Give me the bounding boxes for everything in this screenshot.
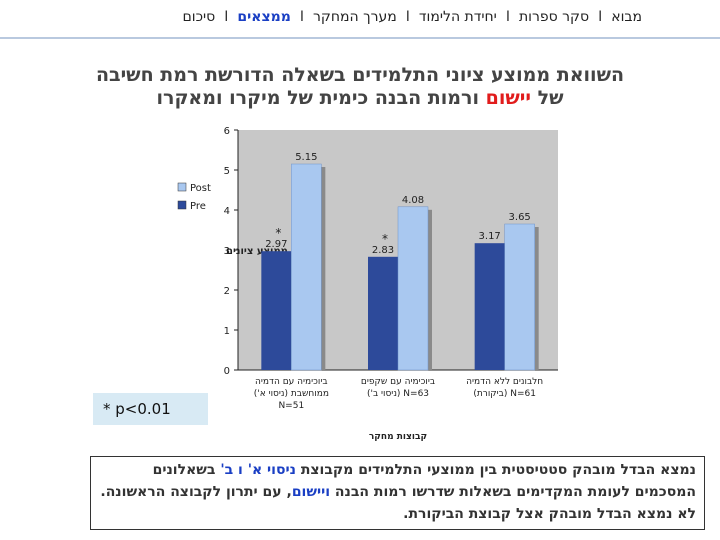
summary-text-2: בשאלונים המסכמים לעומת המקדימים בשאלות ש… (152, 462, 696, 500)
significance-note: * p<0.01 (93, 393, 208, 425)
nav-learning-unit[interactable]: יחידת הלימוד (418, 9, 497, 25)
category-label: N=61 (ביקורת) (473, 389, 536, 399)
bar-pre (368, 256, 398, 370)
title-line-2-prefix: של (530, 87, 564, 109)
category-label: ביוכימיה עם הדמיה (255, 377, 328, 387)
navigation-bar: מבואIסקר ספרותIיחידת הלימודIמערך המחקרIמ… (0, 0, 720, 36)
title-line-1: השוואת ממוצע ציוני התלמידים בשאלה הדורשת… (95, 64, 625, 86)
summary-groups: ניסוי א' ו ב' (220, 462, 296, 478)
nav-menu: מבואIסקר ספרותIיחידת הלימודIמערך המחקרIמ… (183, 9, 643, 25)
data-label-pre: 2.83 (372, 245, 394, 256)
title-highlight-application: יישום (485, 87, 531, 109)
nav-separator: I (505, 9, 510, 25)
data-label-pre: 3.17 (479, 231, 501, 242)
category-label: ביוכימיה עם שקפים (361, 377, 435, 387)
y-tick-label: 0 (224, 366, 230, 377)
x-axis-title: קבוצות מחקר (369, 432, 427, 442)
significance-marker: * (382, 232, 388, 246)
y-tick-label: 4 (224, 206, 230, 217)
category-label: N=51 (278, 401, 304, 411)
nav-literature-review[interactable]: סקר ספרות (518, 9, 590, 25)
y-tick-label: 5 (224, 166, 230, 177)
y-tick-label: 1 (224, 326, 230, 337)
y-axis-title: ממוצע ציונים (226, 246, 288, 257)
category-label: חלבונים ללא הדמיה (466, 377, 543, 387)
data-label-post: 3.65 (509, 212, 531, 223)
title-line-2-suffix: ורמות הבנה כימית של מיקרו ומאקרו (156, 87, 486, 109)
y-tick-label: 6 (224, 126, 230, 137)
nav-summary[interactable]: סיכום (182, 9, 216, 25)
bar-post (504, 223, 535, 371)
summary-box: נמצא הבדל מובהק סטטיסטית בין ממוצעי התלמ… (90, 456, 705, 530)
summary-application: ויישום (291, 484, 331, 500)
bar-post (397, 206, 429, 371)
summary-text-3: , עם יתרון לקבוצה הראשונה. לא נמצא הבדל … (100, 484, 696, 522)
data-label-post: 5.15 (295, 152, 317, 163)
significance-marker: * (275, 226, 281, 240)
data-label-post: 4.08 (402, 195, 424, 206)
nav-separator: I (405, 9, 410, 25)
bar-pre (474, 243, 505, 370)
nav-findings[interactable]: ממצאים (237, 9, 291, 25)
data-label-pre: 2.97 (265, 239, 287, 250)
nav-research-design[interactable]: מערך המחקר (312, 9, 397, 25)
category-label: N=63 (ניסוי ב') (367, 389, 429, 399)
summary-text-1: נמצא הבדל מובהק סטטיסטית בין ממוצעי התלמ… (295, 462, 696, 478)
legend-label-pre: Pre (190, 201, 206, 212)
nav-separator: I (224, 9, 229, 25)
bar-pre (261, 251, 292, 370)
nav-separator: I (598, 9, 603, 25)
nav-divider (0, 37, 720, 39)
title-line-2: של יישום ורמות הבנה כימית של מיקרו ומאקר… (40, 87, 680, 110)
legend-swatch-pre (177, 200, 187, 210)
y-tick-label: 3 (224, 246, 230, 257)
legend-swatch-post (177, 182, 187, 192)
slide-title: השוואת ממוצע ציוני התלמידים בשאלה הדורשת… (40, 64, 680, 110)
nav-intro[interactable]: מבוא (611, 9, 642, 25)
nav-separator: I (299, 9, 304, 25)
bar-post (291, 163, 322, 371)
legend-label-post: Post (190, 183, 211, 194)
category-label: ממוחשבת (ניסוי א') (254, 389, 329, 399)
bar-chart: 0 1 2 3 4 5 6 ממוצע ציונים Post Pre 2.97 5.15 * ביוכי… (177, 126, 558, 442)
y-tick-label: 2 (224, 286, 230, 297)
